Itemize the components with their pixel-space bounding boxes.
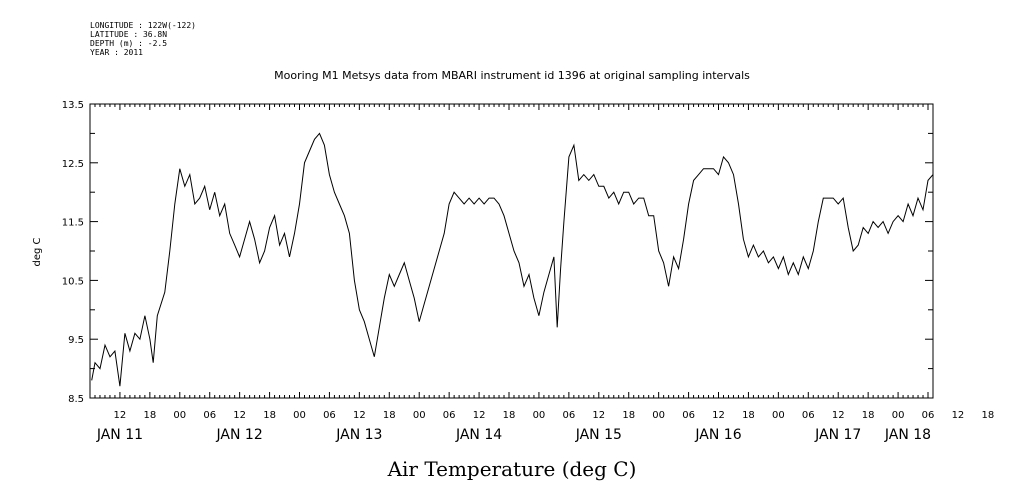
x-day-label: JAN 14 <box>455 427 502 443</box>
x-hour-tick-label: 06 <box>443 410 456 421</box>
x-hour-tick-label: 12 <box>353 410 366 421</box>
x-hour-tick-label: 18 <box>503 410 516 421</box>
y-tick-label: 11.5 <box>62 218 84 229</box>
x-hour-tick-label: 12 <box>592 410 605 421</box>
chart-title: Mooring M1 Metsys data from MBARI instru… <box>274 69 750 82</box>
x-day-label: JAN 15 <box>575 427 622 443</box>
x-hour-tick-label: 12 <box>712 410 725 421</box>
x-day-label: JAN 11 <box>96 427 143 443</box>
y-tick-label: 8.5 <box>68 394 84 405</box>
x-hour-tick-label: 12 <box>233 410 246 421</box>
x-hour-tick-label: 06 <box>802 410 815 421</box>
y-tick-label: 13.5 <box>62 100 84 111</box>
x-hour-tick-label: 18 <box>742 410 755 421</box>
x-hour-tick-label: 18 <box>383 410 396 421</box>
x-hour-tick-label: 00 <box>892 410 905 421</box>
x-day-label: JAN 17 <box>814 427 861 443</box>
metadata-latitude: LATITUDE : 36.8N <box>90 30 168 39</box>
metadata-block: LONGITUDE : 122W(-122) LATITUDE : 36.8N … <box>90 21 196 57</box>
x-axis-ticks: 12 18 00 06 12 18 00 06 12 18 00 06 12 18 00 06 12 18 00 06… <box>89 104 995 443</box>
y-tick-label: 10.5 <box>62 276 84 287</box>
series-group <box>91 132 934 387</box>
x-hour-tick-label: 12 <box>473 410 486 421</box>
chart-bottom-title: Air Temperature (deg C) <box>387 457 637 481</box>
x-hour-tick-label: 00 <box>413 410 426 421</box>
x-hour-tick-label: 18 <box>263 410 276 421</box>
x-day-label: JAN 12 <box>216 427 263 443</box>
x-hour-tick-label: 12 <box>952 410 965 421</box>
x-hour-tick-label: 06 <box>323 410 336 421</box>
y-tick-label: 9.5 <box>68 335 84 346</box>
x-hour-tick-label: 06 <box>922 410 935 421</box>
metadata-depth: DEPTH (m) : -2.5 <box>90 39 168 48</box>
metadata-year: YEAR : 2011 <box>90 48 143 57</box>
metadata-longitude: LONGITUDE : 122W(-122) <box>90 21 196 30</box>
x-hour-tick-label: 18 <box>862 410 875 421</box>
y-axis-label: deg C <box>32 237 43 266</box>
x-hour-tick-label: 00 <box>173 410 186 421</box>
x-day-label: JAN 13 <box>335 427 382 443</box>
x-hour-tick-label: 06 <box>562 410 575 421</box>
x-hour-tick-label: 18 <box>143 410 156 421</box>
x-hour-tick-label: 06 <box>682 410 695 421</box>
air-temperature-line <box>91 132 934 387</box>
x-hour-tick-label: 00 <box>772 410 785 421</box>
x-hour-tick-label: 18 <box>622 410 635 421</box>
y-tick-label: 12.5 <box>62 159 84 170</box>
plot-axes <box>89 103 934 399</box>
y-axis-ticks: 8.5 9.5 10.5 11.5 12.5 13.5 <box>62 100 933 405</box>
x-hour-tick-label: 00 <box>652 410 665 421</box>
x-day-label: JAN 18 <box>884 427 931 443</box>
x-hour-tick-label: 00 <box>533 410 546 421</box>
plot-frame <box>89 103 934 399</box>
x-hour-tick-label: 18 <box>982 410 995 421</box>
x-day-label: JAN 16 <box>694 427 741 443</box>
x-hour-tick-label: 12 <box>114 410 127 421</box>
x-hour-tick-label: 00 <box>293 410 306 421</box>
x-hour-tick-label: 12 <box>832 410 845 421</box>
x-hour-tick-label: 06 <box>203 410 216 421</box>
